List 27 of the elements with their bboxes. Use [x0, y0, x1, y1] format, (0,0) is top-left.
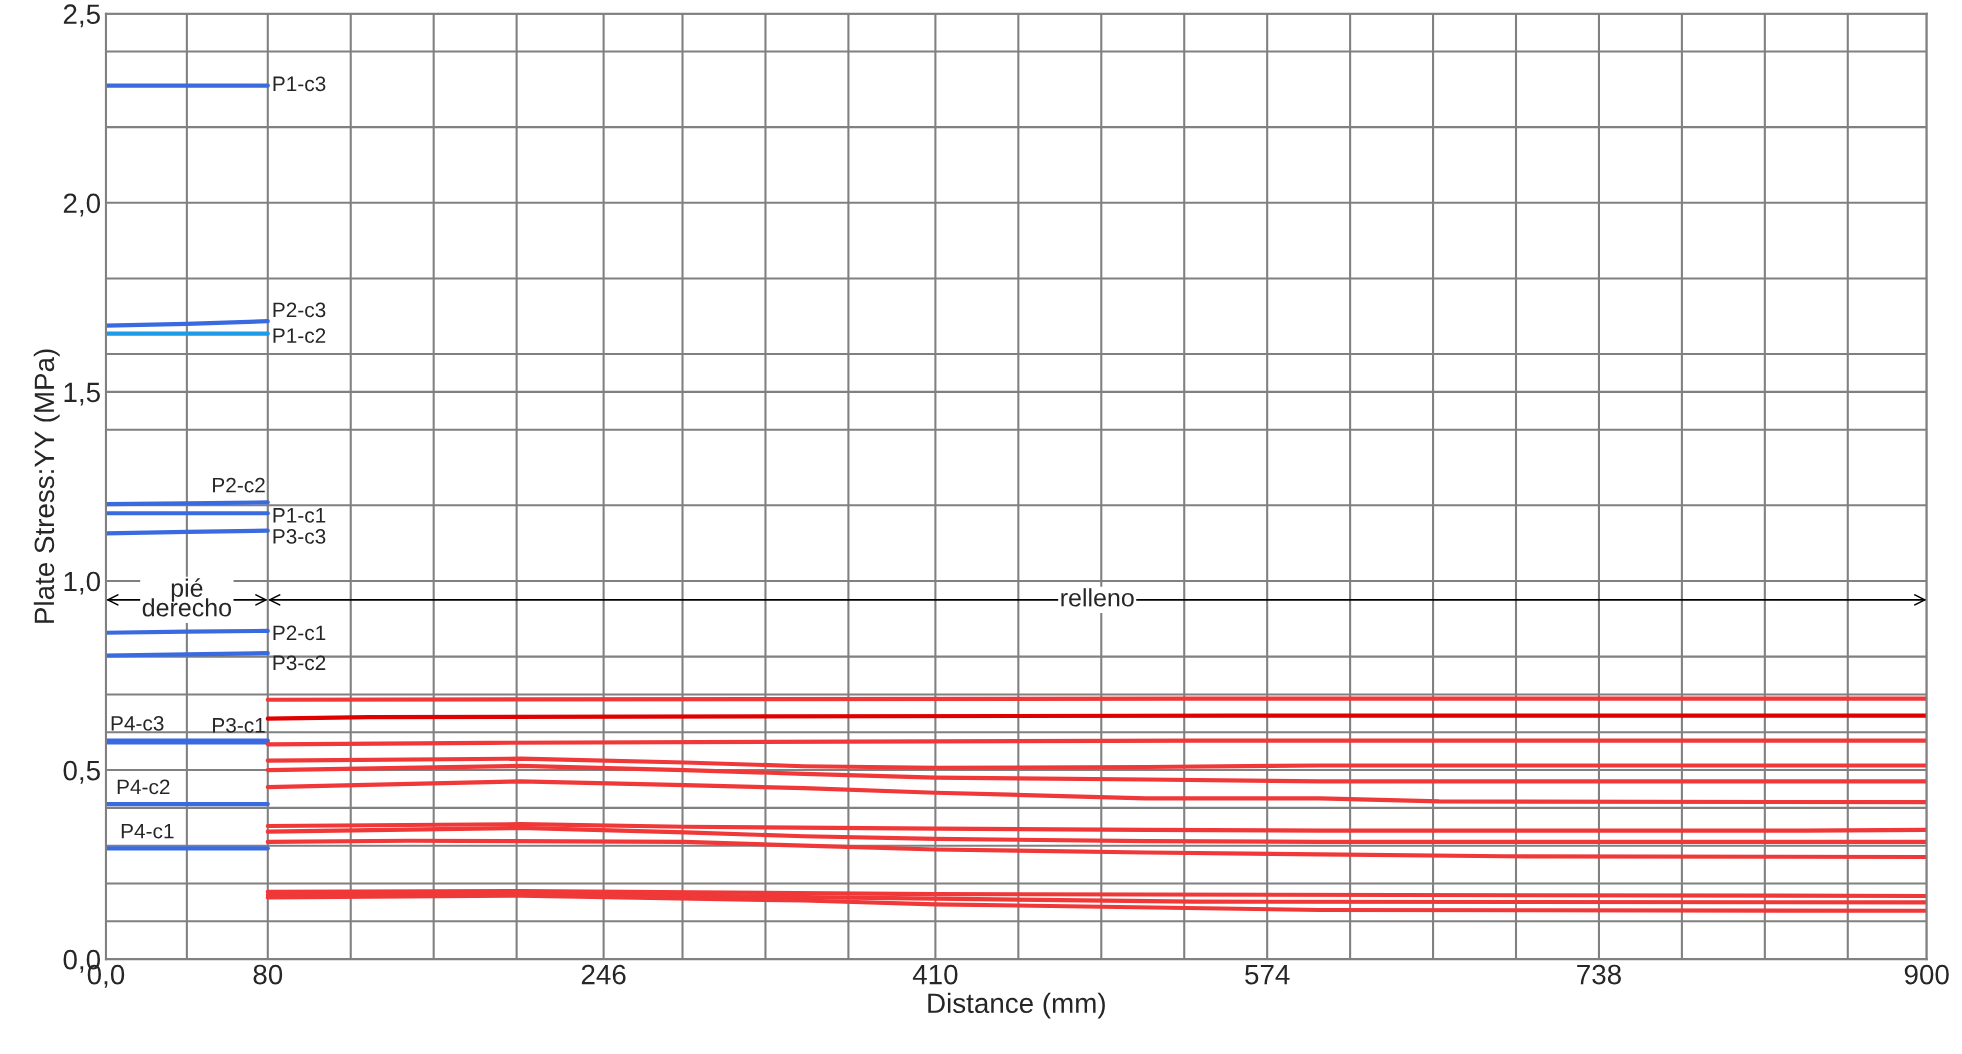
series-label: P4-c2: [117, 779, 170, 795]
y-tick-label: 0,5: [63, 760, 100, 784]
x-tick-label: 246: [581, 964, 626, 985]
y-tick-label: 1,0: [64, 571, 100, 595]
x-axis-title: Distance (mm): [928, 992, 1105, 1019]
x-tick-label: 80: [253, 964, 283, 985]
y-tick-label: 2,0: [63, 193, 100, 217]
series-label: P3-c3: [273, 529, 326, 544]
x-tick-label: 900: [1904, 964, 1949, 985]
annotation: pié derecho: [142, 578, 231, 617]
series-label: P3-c1: [213, 717, 265, 733]
series-label: P2-c1: [273, 625, 326, 641]
series-label: P3-c2: [273, 655, 326, 671]
y-tick-label: 2,5: [63, 4, 100, 28]
series-label: P2-c2: [213, 477, 265, 493]
annotation: relleno: [1061, 588, 1134, 607]
series-label: P1-c2: [273, 328, 326, 344]
series-label: P4-c3: [111, 716, 164, 731]
y-tick-label: 1,5: [64, 382, 100, 406]
x-tick-label: 574: [1245, 965, 1290, 985]
y-axis-title: Plate Stress:YY (MPa): [33, 349, 60, 623]
series-label: P1-c3: [273, 76, 326, 92]
x-tick-label: 410: [912, 964, 958, 985]
series-label: P1-c1: [273, 508, 326, 523]
series-label: P2-c3: [273, 302, 326, 318]
x-tick-label: 738: [1577, 964, 1621, 985]
series-label: P4-c1: [121, 824, 174, 839]
